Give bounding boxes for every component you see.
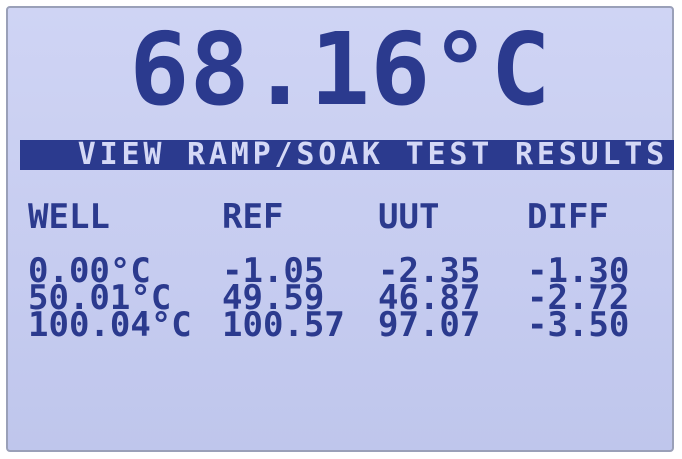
table-cell: 97.07 [378, 312, 480, 339]
table-cell: -3.50 [527, 312, 629, 339]
column-header: WELL [28, 204, 110, 231]
lcd-screen: 68.16°C VIEW RAMP/SOAK TEST RESULTS WELL… [6, 6, 674, 452]
column-header: DIFF [527, 204, 609, 231]
temperature-reading: 68.16°C [8, 10, 672, 130]
table-cell: 100.04°C [28, 312, 192, 339]
column-header: REF [222, 204, 283, 231]
banner: VIEW RAMP/SOAK TEST RESULTS [20, 140, 674, 170]
column-header: UUT [378, 204, 439, 231]
table-cell: 100.57 [222, 312, 345, 339]
page: 68.16°C VIEW RAMP/SOAK TEST RESULTS WELL… [0, 0, 682, 459]
